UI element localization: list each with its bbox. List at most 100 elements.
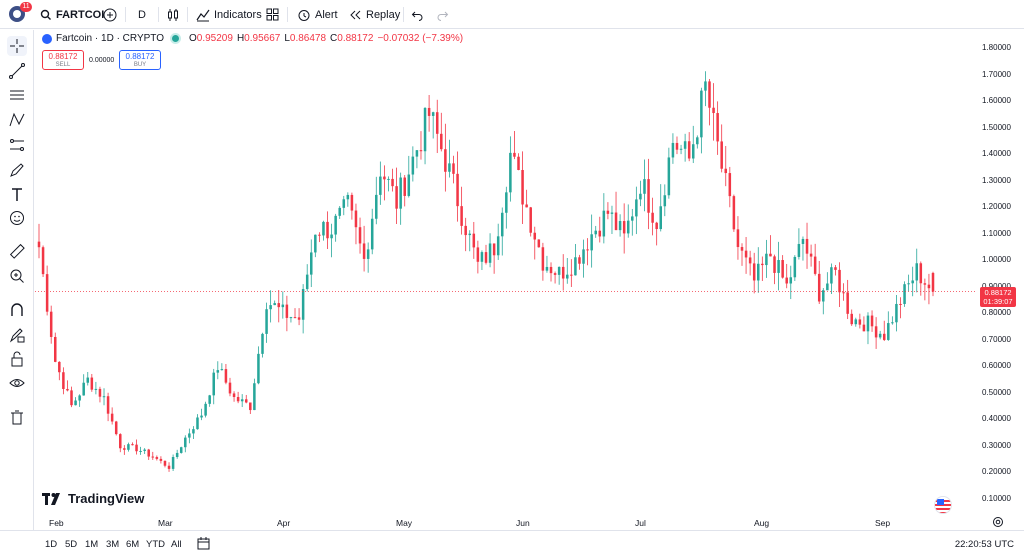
- candle-up: [789, 277, 793, 284]
- indicators-button[interactable]: Indicators: [196, 0, 262, 29]
- buy-button[interactable]: 0.88172 BUY: [119, 50, 161, 70]
- horizontal-lines-icon[interactable]: [7, 85, 27, 105]
- candle-up: [866, 315, 870, 332]
- candle-down: [135, 444, 138, 452]
- candle-down: [350, 194, 354, 211]
- range-1d[interactable]: 1D: [45, 539, 58, 550]
- candle-down: [159, 458, 163, 461]
- plus-circle-icon: [103, 8, 117, 21]
- candle-down: [744, 250, 748, 258]
- range-3m[interactable]: 3M: [106, 539, 120, 550]
- candle-up: [143, 449, 146, 451]
- calendar-icon[interactable]: [197, 537, 210, 550]
- tradingview-logo[interactable]: TradingView: [42, 491, 144, 506]
- candle-down: [736, 229, 740, 248]
- range-6m[interactable]: 6M: [126, 539, 140, 550]
- candle-down: [578, 257, 581, 264]
- candle-down: [809, 253, 813, 257]
- range-ytd[interactable]: YTD: [146, 539, 165, 550]
- candle-up: [415, 150, 419, 157]
- candle-down: [858, 319, 862, 325]
- time-tick-label: Mar: [158, 518, 173, 528]
- price-axis[interactable]: 1.80000 1.70000 1.60000 1.50000 1.40000 1.300…: [978, 30, 1024, 510]
- candle-up: [370, 218, 374, 250]
- candle-down: [484, 252, 488, 263]
- candle-up: [700, 90, 703, 138]
- candle-up: [854, 319, 858, 325]
- price-tick-label: 1.70000: [982, 69, 1011, 79]
- price-tick-label: 0.10000: [982, 494, 1011, 503]
- candle-up: [667, 157, 671, 196]
- time-tick-label: Sep: [875, 518, 891, 528]
- replay-button[interactable]: Replay: [348, 0, 400, 29]
- brush-icon[interactable]: [7, 160, 27, 180]
- indicators-icon: [196, 9, 210, 21]
- candle-up: [212, 372, 215, 396]
- range-5d[interactable]: 5D: [65, 539, 78, 550]
- candle-up: [184, 437, 187, 448]
- emoji-icon[interactable]: [7, 208, 27, 228]
- compare-symbol-button[interactable]: [103, 0, 117, 29]
- us-flag-icon[interactable]: [934, 496, 952, 514]
- lock-drawing-icon[interactable]: [7, 325, 27, 345]
- open-value: 0.95209: [196, 33, 233, 44]
- legend-title[interactable]: Fartcoin · 1D · CRYPTO: [56, 33, 164, 44]
- eye-icon[interactable]: [7, 373, 27, 393]
- candle-up: [366, 249, 370, 259]
- candle-up: [911, 280, 914, 284]
- symbol-search-button[interactable]: FARTCOI: [40, 0, 104, 29]
- candle-down: [444, 149, 447, 172]
- candle-down: [529, 207, 532, 233]
- candle-down: [58, 361, 61, 373]
- redo-button[interactable]: [436, 0, 449, 29]
- candle-down: [403, 177, 406, 196]
- sell-button[interactable]: 0.88172 SELL: [42, 50, 84, 70]
- text-icon[interactable]: [7, 185, 27, 205]
- undo-icon: [411, 11, 423, 21]
- time-axis[interactable]: Feb Mar Apr May Jun Jul Aug Sep: [0, 512, 1024, 528]
- candle-down: [236, 397, 240, 402]
- candle-up: [704, 81, 707, 91]
- ruler-icon[interactable]: [7, 241, 27, 261]
- candle-down: [813, 256, 817, 274]
- chart-type-button[interactable]: [166, 0, 180, 29]
- candle-up: [94, 388, 98, 390]
- time-tick-label: Jul: [635, 518, 646, 528]
- candle-up: [208, 395, 211, 404]
- candle-up: [139, 450, 142, 452]
- candle-up: [74, 400, 77, 406]
- candle-up: [903, 284, 906, 304]
- crosshair-icon[interactable]: [7, 36, 27, 56]
- price-tick-label: 0.50000: [982, 387, 1011, 397]
- interval-label: D: [138, 8, 146, 21]
- candle-down: [805, 238, 809, 254]
- trash-icon[interactable]: [7, 407, 27, 427]
- candle-up: [793, 256, 797, 278]
- price-tick-label: 1.10000: [982, 228, 1011, 238]
- range-all[interactable]: All: [171, 539, 182, 550]
- magnet-icon[interactable]: [7, 300, 27, 320]
- pattern-icon[interactable]: [7, 110, 27, 130]
- candle-up: [566, 274, 569, 279]
- layouts-button[interactable]: [266, 0, 279, 29]
- price-tick-label: 1.20000: [982, 202, 1011, 212]
- candles-icon: [168, 8, 178, 21]
- gear-icon[interactable]: [992, 516, 1004, 528]
- trend-line-icon[interactable]: [7, 61, 27, 81]
- alert-button[interactable]: Alert: [297, 0, 338, 29]
- chart-legend: Fartcoin · 1D · CRYPTO O 0.95209 H 0.95667…: [42, 33, 467, 44]
- candle-up: [505, 192, 508, 213]
- undo-button[interactable]: [411, 0, 424, 29]
- candlestick-chart[interactable]: [35, 44, 977, 510]
- range-1m[interactable]: 1M: [85, 539, 99, 550]
- interval-button[interactable]: D: [138, 0, 146, 29]
- candle-up: [545, 266, 549, 271]
- zoom-in-icon[interactable]: [7, 266, 27, 286]
- candle-up: [671, 142, 675, 158]
- measure-lines-icon[interactable]: [7, 135, 27, 155]
- utc-clock[interactable]: 22:20:53 UTC: [954, 539, 1014, 550]
- candle-up: [643, 179, 646, 194]
- lock-icon[interactable]: [7, 349, 27, 369]
- candle-up: [639, 193, 642, 200]
- candle-up: [757, 263, 760, 281]
